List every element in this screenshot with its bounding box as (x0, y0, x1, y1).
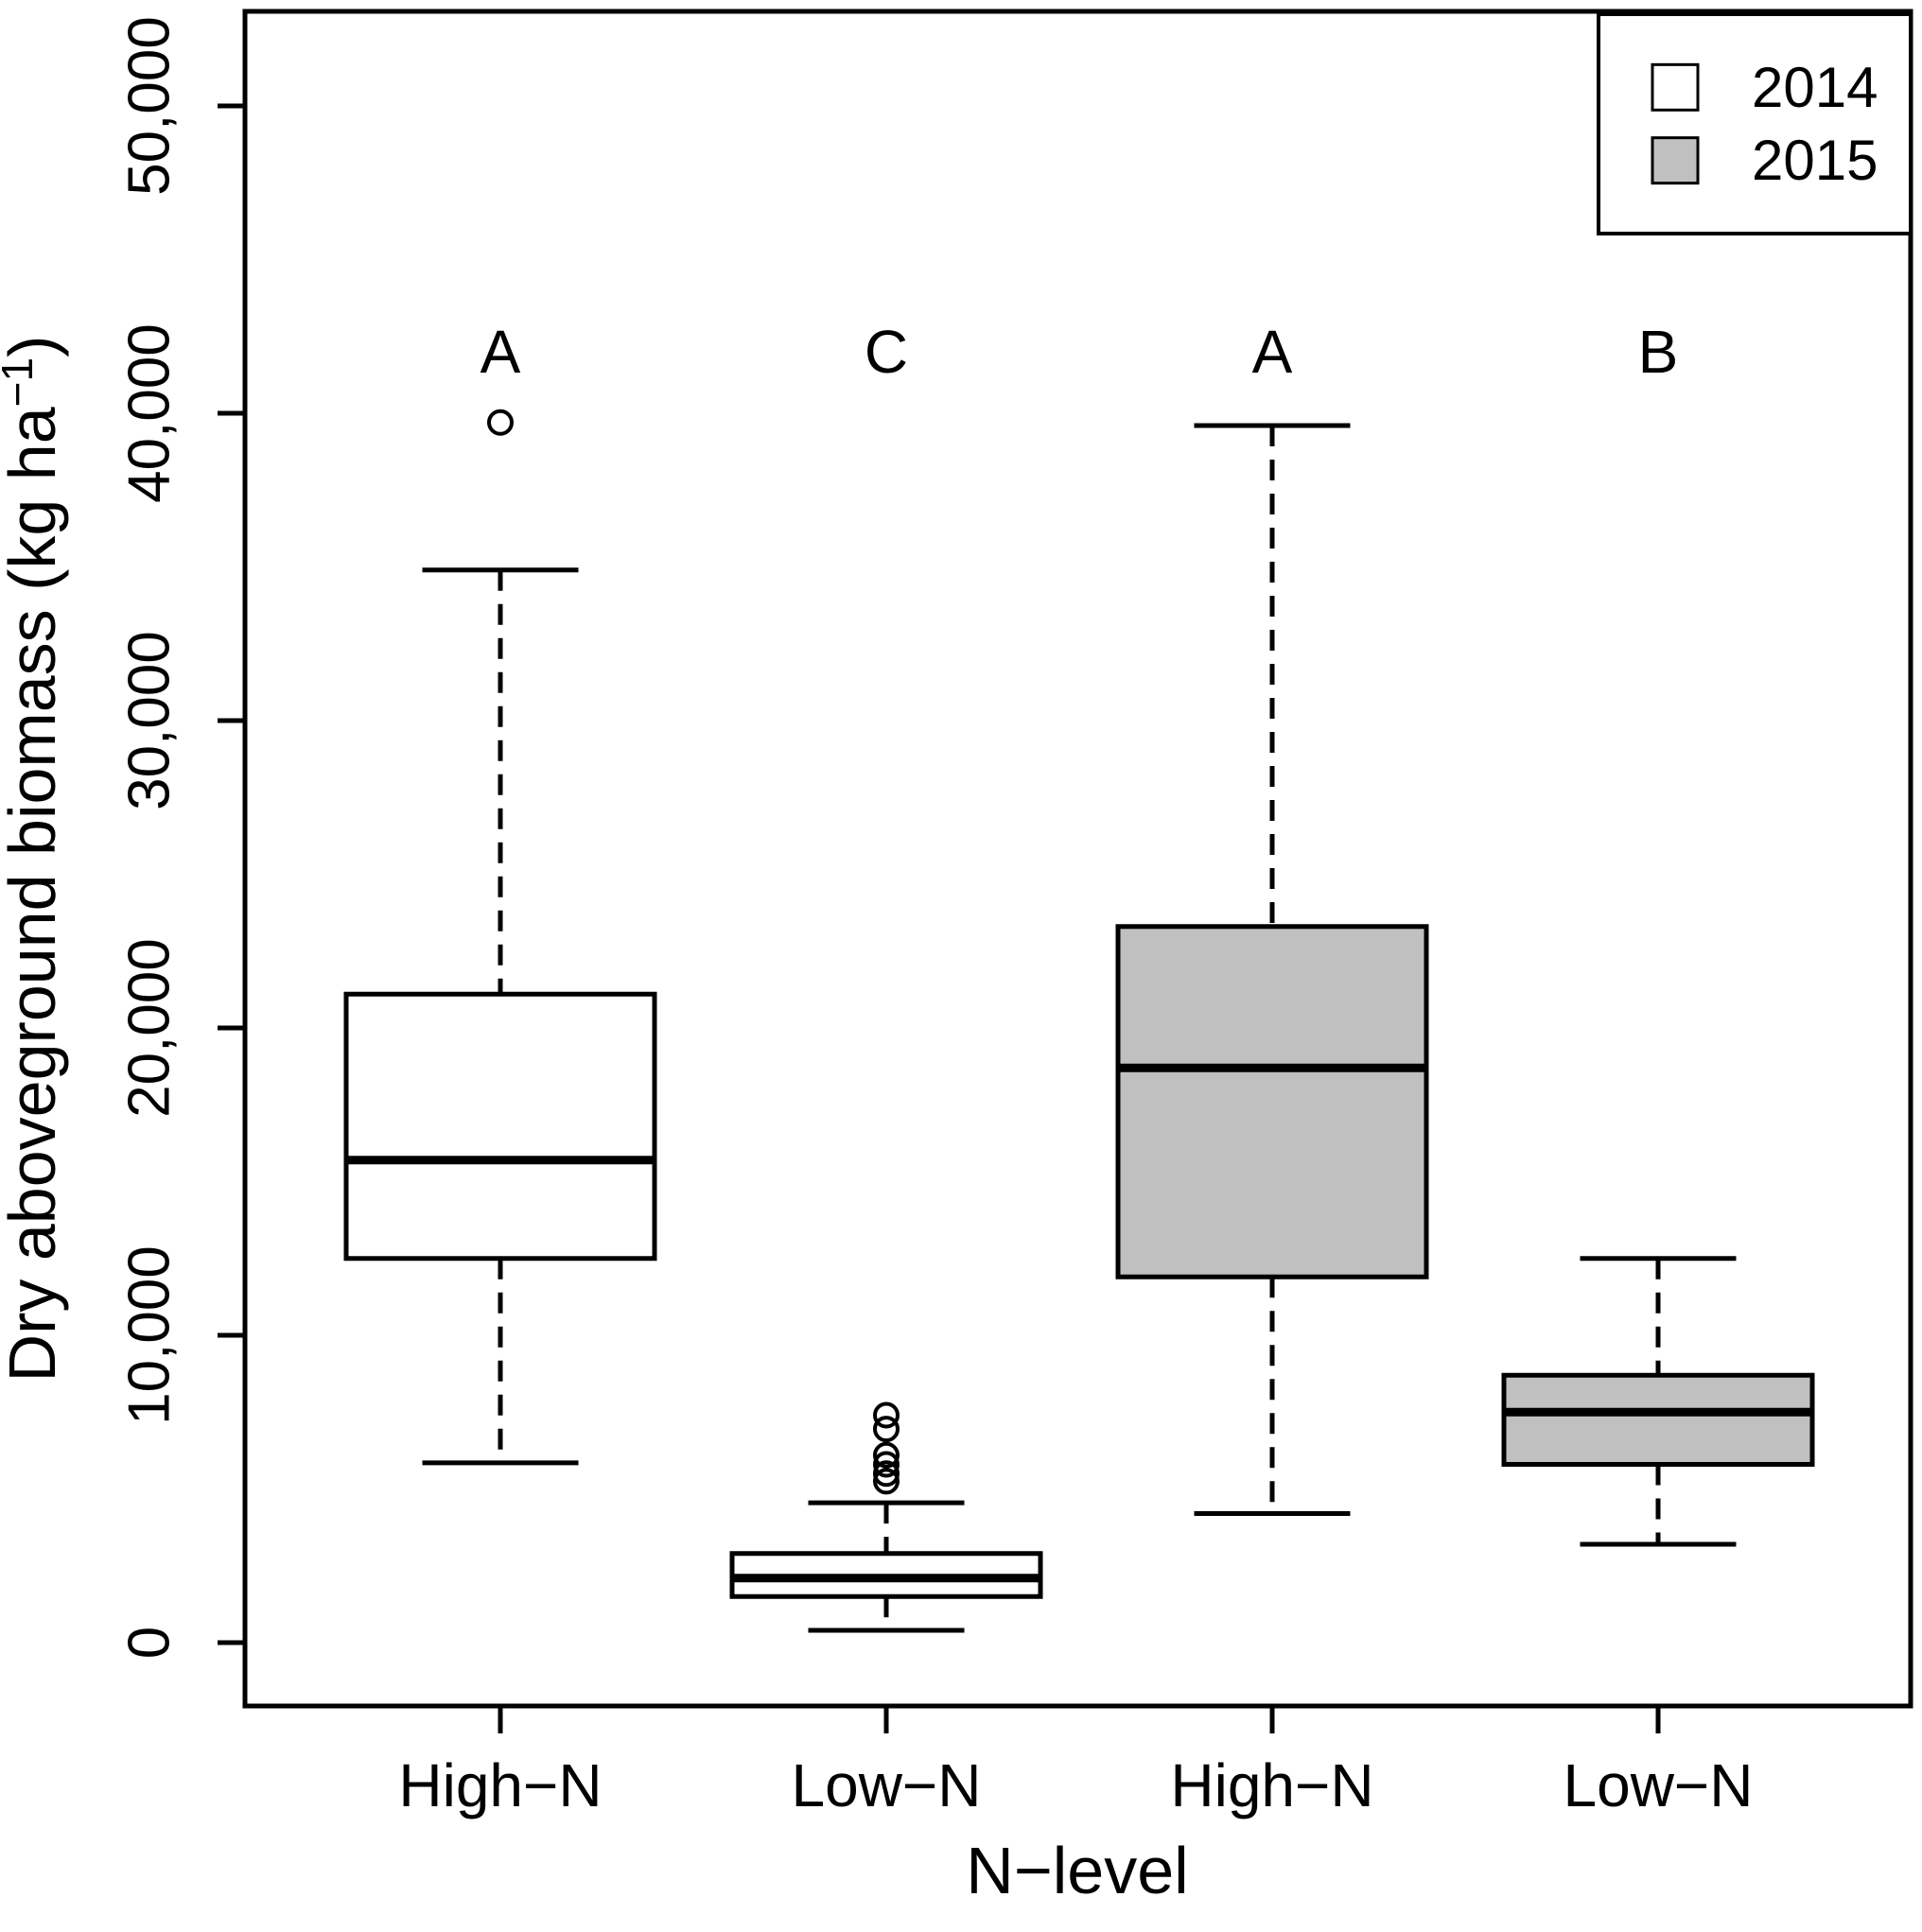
legend-swatch (1651, 62, 1700, 112)
legend-label: 2015 (1752, 129, 1878, 192)
y-axis-tick-label: 20,000 (117, 938, 183, 1118)
outlier-point (487, 409, 514, 436)
legend-swatch (1651, 136, 1700, 185)
y-axis-tick-label: 50,000 (117, 16, 183, 196)
box-group-2015-high-n (1115, 423, 1429, 1516)
outlier-point (873, 1451, 900, 1478)
significance-letter: A (1252, 318, 1293, 386)
outlier-point (873, 1401, 900, 1429)
plot-border (242, 9, 1913, 1709)
box-group-2014-high-n (343, 409, 657, 1466)
y-axis-tick-label: 40,000 (117, 323, 183, 503)
x-axis-category-label: Low−N (1564, 1751, 1754, 1819)
iqr-box (1115, 924, 1429, 1279)
box-group-2014-low-n (729, 1401, 1043, 1633)
outlier-point (873, 1416, 900, 1443)
y-axis-tick-label: 0 (117, 1627, 183, 1659)
y-axis-tick-label: 30,000 (117, 631, 183, 810)
significance-letter: C (865, 318, 908, 386)
iqr-box (343, 991, 657, 1262)
x-axis-category-label: High−N (398, 1751, 602, 1819)
significance-letter: B (1638, 318, 1679, 386)
x-axis-title: N−level (966, 1834, 1188, 1907)
x-axis-category-label: Low−N (792, 1751, 982, 1819)
legend-label: 2014 (1752, 56, 1878, 119)
significance-letter: A (480, 318, 521, 386)
legend-box (1597, 12, 1913, 235)
y-axis-tick-label: 10,000 (117, 1245, 183, 1425)
legend: 2014 2015 (1597, 12, 1913, 235)
iqr-box (1501, 1372, 1815, 1467)
box-group-2015-low-n (1501, 1256, 1815, 1547)
outlier-point (873, 1460, 900, 1488)
x-axis-category-label: High−N (1170, 1751, 1373, 1819)
outlier-point (873, 1468, 900, 1495)
outlier-point (873, 1441, 900, 1469)
y-axis-title: Dry aboveground biomass (kg ha−1) (0, 336, 69, 1383)
